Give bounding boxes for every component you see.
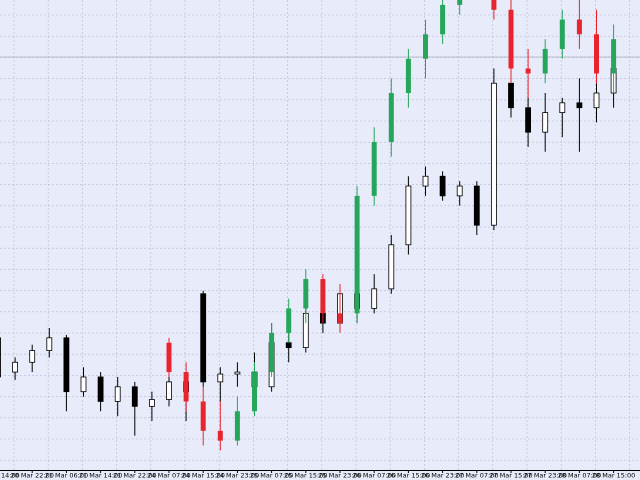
candle-body bbox=[576, 102, 583, 109]
grid bbox=[0, 0, 640, 470]
candle-body bbox=[166, 342, 172, 373]
x-tick-label: 26 Mar 07:00 bbox=[352, 472, 395, 480]
candle-body bbox=[559, 19, 565, 49]
candle-body bbox=[80, 376, 87, 393]
candle-body bbox=[114, 386, 121, 402]
candle-body bbox=[354, 195, 360, 314]
candle-body bbox=[457, 0, 463, 5]
x-tick-label: 20 Mar 22:00 bbox=[10, 472, 53, 480]
candle-body bbox=[166, 381, 172, 400]
candle-body bbox=[491, 0, 497, 10]
x-tick-label: 24 Mar 15:00 bbox=[181, 472, 224, 480]
x-tick-label: 20 Mar 14:00 bbox=[0, 472, 20, 480]
candle-body bbox=[131, 386, 138, 407]
x-tick-label: 27 Mar 07:00 bbox=[455, 472, 498, 480]
candle-body bbox=[542, 112, 549, 133]
candle-body bbox=[405, 185, 412, 246]
candle-body bbox=[405, 58, 411, 94]
candle-body bbox=[303, 279, 309, 309]
x-tick-label: 21 Mar 14:00 bbox=[79, 472, 122, 480]
candle-body bbox=[200, 293, 207, 383]
x-tick-label: 28 Mar 07:00 bbox=[558, 472, 601, 480]
candle-body bbox=[525, 68, 531, 74]
candle-body bbox=[422, 175, 429, 187]
x-tick-label: 27 Mar 23:00 bbox=[523, 472, 566, 480]
x-tick-label: 25 Mar 07:00 bbox=[250, 472, 293, 480]
candle-body bbox=[234, 371, 241, 375]
candle-body bbox=[388, 93, 394, 142]
candle-body bbox=[371, 141, 377, 196]
plot-area bbox=[0, 0, 617, 451]
x-tick-label: 25 Mar 15:00 bbox=[284, 472, 327, 480]
x-tick-label: 27 Mar 15:00 bbox=[489, 472, 532, 480]
candle-body bbox=[593, 92, 600, 109]
candle-body bbox=[97, 376, 104, 402]
x-tick-label: 21 Mar 22:00 bbox=[113, 472, 156, 480]
candle-body bbox=[337, 313, 343, 324]
candle-body bbox=[473, 185, 480, 226]
candle-body bbox=[217, 373, 224, 383]
candle-body bbox=[525, 107, 531, 133]
candle-body bbox=[63, 337, 70, 393]
x-tick-label: 25 Mar 23:00 bbox=[318, 472, 361, 480]
x-tick-label: 26 Mar 23:00 bbox=[421, 472, 464, 480]
candle-body bbox=[456, 185, 463, 197]
candle-body bbox=[269, 332, 275, 373]
candle-body bbox=[439, 175, 446, 197]
candle-body bbox=[29, 350, 36, 363]
candle-body bbox=[0, 337, 1, 378]
candle-body bbox=[286, 308, 292, 333]
candle-body bbox=[388, 244, 395, 290]
x-tick-label: 24 Mar 23:00 bbox=[216, 472, 259, 480]
candle-body bbox=[285, 342, 292, 349]
candle-body bbox=[200, 401, 206, 431]
candle-body bbox=[234, 411, 240, 441]
candle-body bbox=[559, 102, 566, 114]
x-tick-label: 24 Mar 07:00 bbox=[147, 472, 190, 480]
candle-body bbox=[490, 82, 497, 226]
candle-body bbox=[611, 39, 617, 74]
x-tick-label: 26 Mar 15:00 bbox=[387, 472, 430, 480]
candle-body bbox=[440, 4, 446, 35]
candle-body bbox=[148, 399, 155, 407]
candle-body bbox=[576, 19, 582, 35]
candle-body bbox=[183, 372, 189, 402]
candle-body bbox=[252, 372, 257, 412]
x-tick-label: 21 Mar 06:00 bbox=[45, 472, 88, 480]
candle-body bbox=[542, 48, 548, 74]
candle-body bbox=[423, 34, 428, 59]
candle-body bbox=[371, 288, 378, 309]
candle-body bbox=[594, 34, 599, 74]
candle-body bbox=[508, 9, 514, 69]
candle-body bbox=[46, 337, 53, 351]
x-tick-label: 28 Mar 15:00 bbox=[592, 472, 635, 480]
candle-body bbox=[12, 361, 19, 373]
candle-body bbox=[508, 82, 514, 109]
candle-body bbox=[320, 279, 326, 314]
candle-body bbox=[217, 430, 223, 441]
